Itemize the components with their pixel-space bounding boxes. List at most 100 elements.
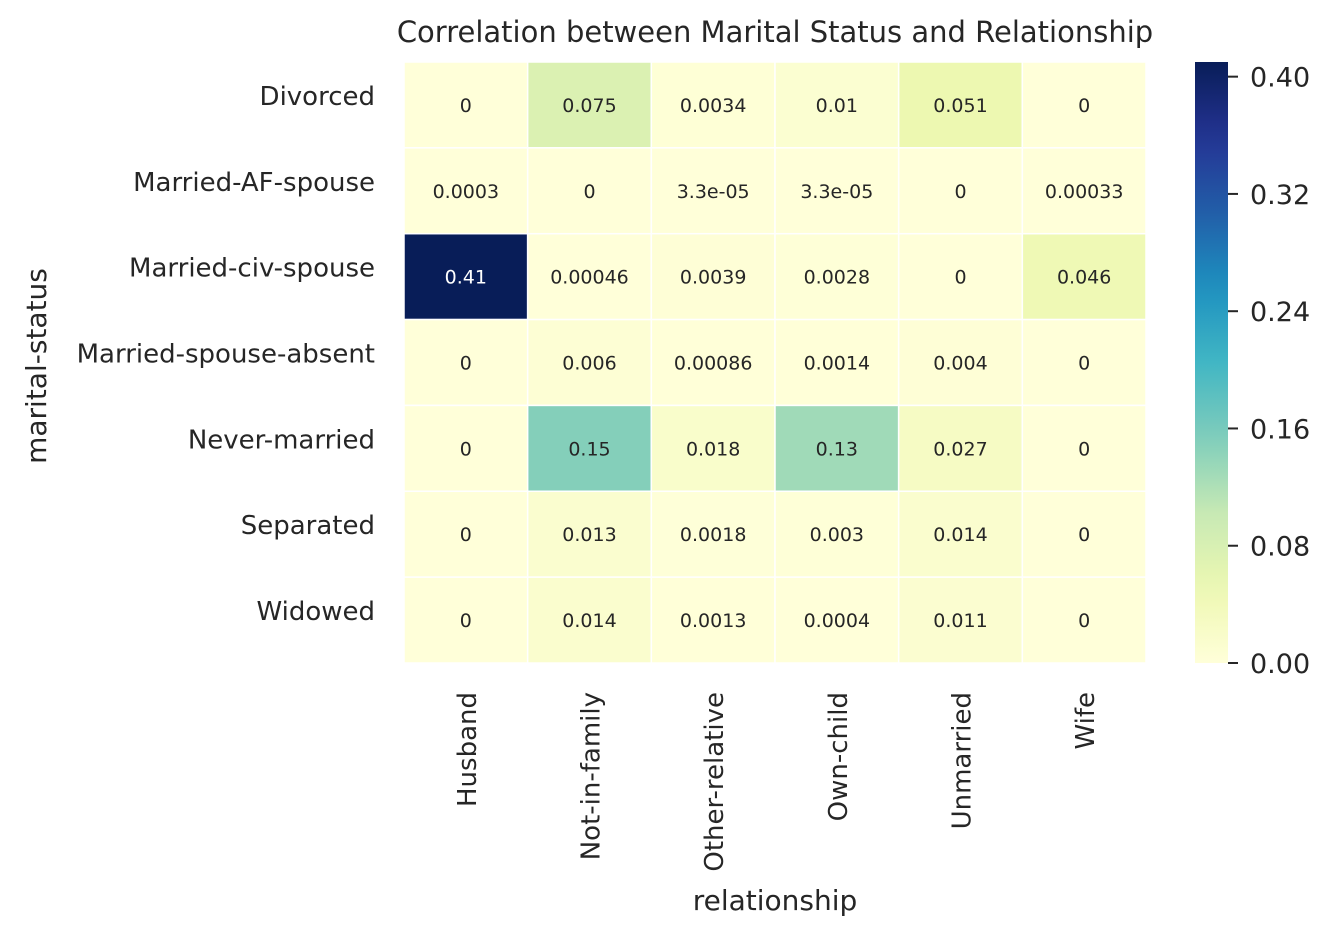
heatmap-cell [526,232,653,321]
x-tick-labels: Husband Not-in-family Other-relative Own-ch… [453,692,1101,872]
heatmap-cell [774,576,900,664]
cell-annotation: 3.3e-05 [677,181,750,203]
heatmap-cell [526,61,653,149]
heatmap-cell [403,576,529,664]
cell-annotation: 0 [460,524,472,546]
cell-annotation: 0 [460,438,472,460]
heatmap-cell [650,404,776,493]
heatmap-cell [1021,490,1147,578]
cell-annotation: 0.0034 [680,95,746,117]
heatmap-cell [897,232,1024,321]
x-tick-label: Wife [1071,692,1101,750]
colorbar: 0.00 0.08 0.16 0.24 0.32 0.40 [1195,62,1310,680]
colorbar-gradient [1195,62,1228,663]
y-tick-label: Married-spouse-absent [77,340,375,370]
cell-annotation: 0.014 [562,610,616,632]
cell-annotation: 0.004 [933,353,987,375]
y-axis-label: marital-status [20,268,53,464]
cell-annotation: 0 [460,95,472,117]
heatmap-cell [1021,318,1147,407]
colorbar-tick-label: 0.08 [1250,532,1310,563]
heatmap-cell [897,404,1024,493]
cell-annotation: 0.00046 [550,267,629,289]
x-tick-label: Other-relative [700,692,730,872]
cell-annotation: 0.01 [816,95,858,117]
cell-annotation: 0.0039 [680,267,746,289]
cell-annotation: 0.41 [445,267,487,289]
colorbar-tick-label: 0.40 [1250,63,1310,94]
cell-annotation: 0.046 [1057,267,1111,289]
cell-annotations: 0 0.075 0.0034 0.01 0.051 0 0.0003 0 3.3e-05 3.3e… [433,95,1124,632]
colorbar-tick-label: 0.24 [1250,297,1310,328]
cell-annotation: 0 [1078,438,1090,460]
heatmap-cell [650,576,776,664]
cell-annotation: 0 [460,610,472,632]
colorbar-tick-label: 0.00 [1250,649,1310,680]
heatmap-cell [1021,576,1147,664]
cell-annotation: 0.13 [816,438,858,460]
x-tick-label: Husband [453,692,483,807]
heatmap-cell [403,61,529,149]
heatmap-cell [403,318,529,407]
heatmap-cell [774,61,900,149]
colorbar-tick-label: 0.32 [1250,180,1310,211]
cell-annotation: 0.018 [686,438,740,460]
heatmap-cell [1021,232,1147,321]
x-tick-label: Unmarried [948,692,978,829]
y-tick-label: Married-civ-spouse [129,254,375,284]
cell-annotation: 0 [1078,353,1090,375]
cell-annotation: 0.0018 [680,524,746,546]
heatmap-cell [526,318,653,407]
x-axis-label: relationship [693,884,858,917]
heatmap-cell [897,576,1024,664]
heatmap-cell [774,318,900,407]
y-tick-label: Divorced [260,82,375,112]
cell-annotation: 0.0028 [804,267,870,289]
cell-annotation: 0.011 [933,610,987,632]
y-tick-label: Separated [241,511,375,541]
cell-annotation: 0.027 [933,438,987,460]
y-tick-labels: Divorced Married-AF-spouse Married-civ-spo… [77,82,375,627]
heatmap-cell [650,318,776,407]
cell-annotation: 0.0004 [804,610,870,632]
heatmap-cell [1021,404,1147,493]
cell-annotation: 0.051 [933,95,987,117]
heatmap-cell [774,404,900,493]
cell-annotation: 0.0013 [680,610,746,632]
cell-annotation: 0 [1078,524,1090,546]
cell-annotation: 0.00033 [1045,181,1124,203]
cell-annotation: 0.014 [933,524,987,546]
cell-annotation: 0.006 [562,353,616,375]
cell-annotation: 0 [1078,95,1090,117]
cell-annotation: 0.00086 [674,353,753,375]
heatmap-cell [526,576,653,664]
cell-annotation: 0 [954,267,966,289]
heatmap-cell [1021,61,1147,149]
cell-annotation: 0.075 [562,95,616,117]
heatmap-cell [1021,147,1147,235]
heatmap-cell [403,404,529,493]
chart-title: Correlation between Marital Status and R… [397,15,1153,49]
heatmap-cell [774,232,900,321]
cell-annotation: 0.0003 [433,181,499,203]
cell-annotation: 0.0014 [804,353,870,375]
cell-annotation: 3.3e-05 [800,181,873,203]
heatmap-cell [526,147,653,235]
heatmap-cells [403,61,1147,664]
y-tick-label: Married-AF-spouse [133,168,375,198]
y-tick-label: Never-married [188,425,375,455]
x-tick-label: Not-in-family [577,692,607,860]
cell-annotation: 0 [1078,610,1090,632]
heatmap-cell [650,61,776,149]
heatmap-cell [897,318,1024,407]
cell-annotation: 0 [460,353,472,375]
y-tick-label: Widowed [256,597,375,627]
colorbar-tick-label: 0.16 [1250,414,1310,445]
cell-annotation: 0.013 [562,524,616,546]
heatmap-cell [403,490,529,578]
heatmap-cell [774,147,900,235]
cell-annotation: 0.15 [568,438,610,460]
cell-annotation: 0 [954,181,966,203]
